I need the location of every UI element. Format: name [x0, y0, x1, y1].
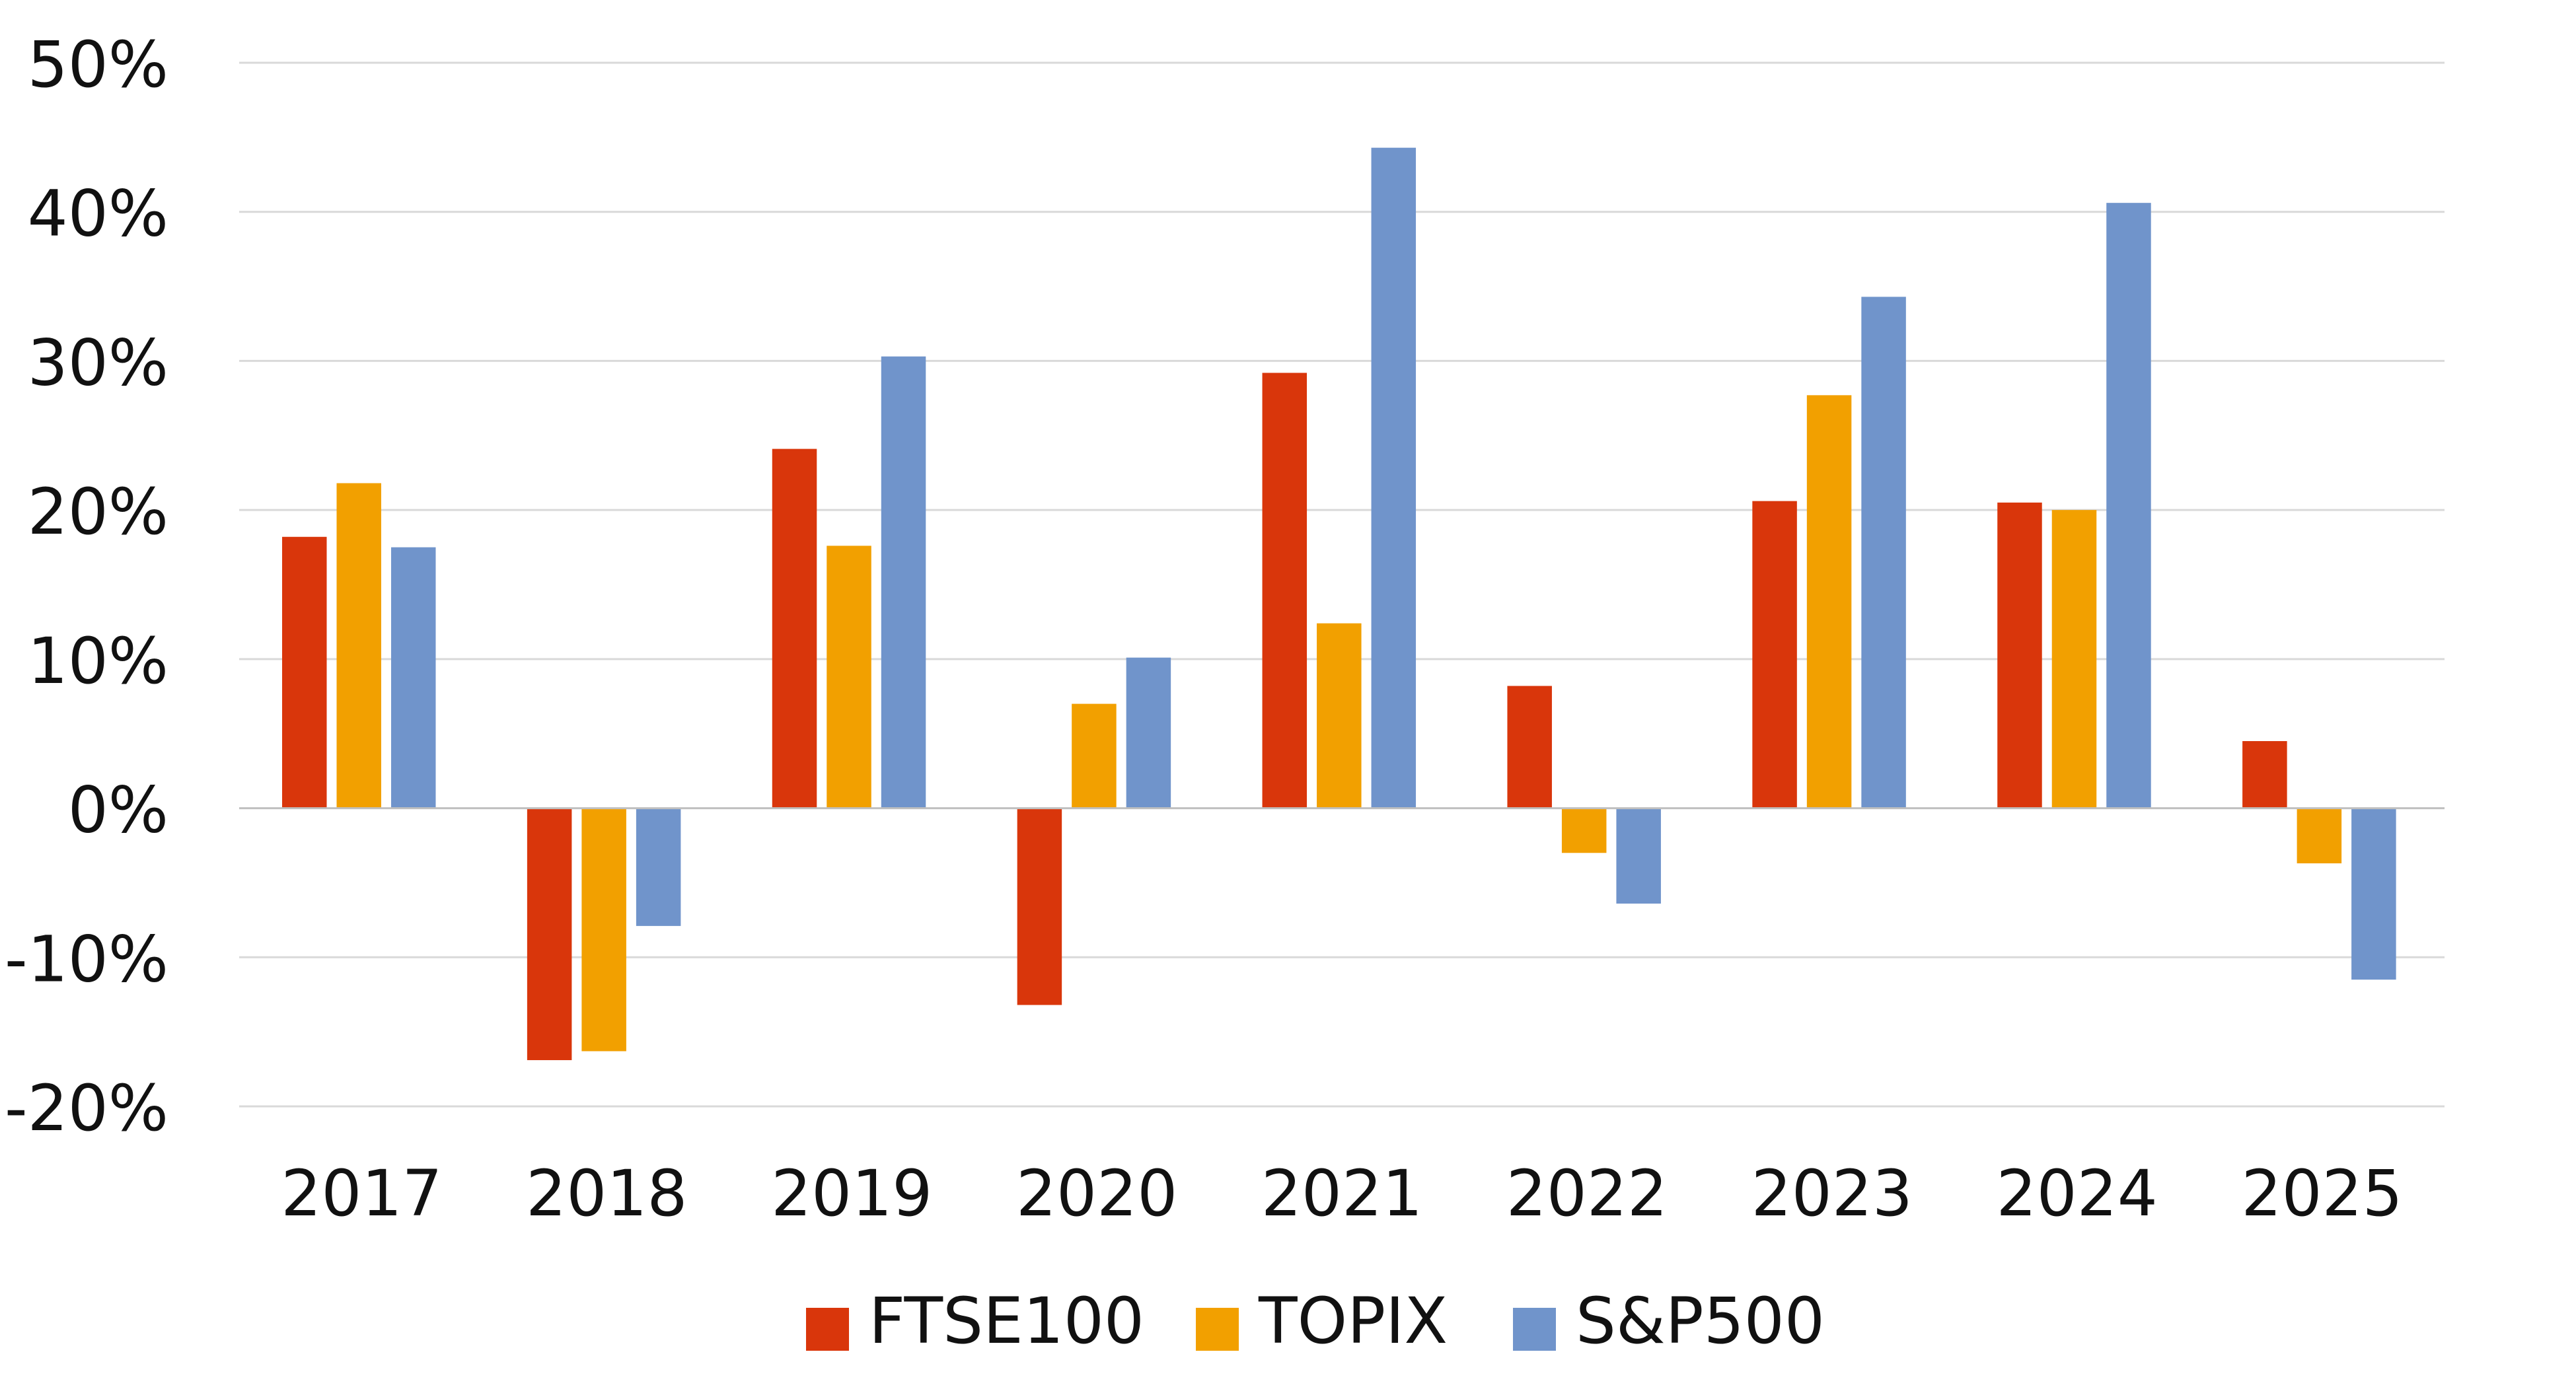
y-tick-label: 20% — [28, 475, 168, 549]
legend-label: S&P500 — [1576, 1284, 1825, 1358]
bar-sp500-2018 — [636, 808, 681, 926]
bar-ftse100-2019 — [772, 448, 817, 808]
legend-label: FTSE100 — [869, 1284, 1144, 1358]
bar-ftse100-2017 — [282, 536, 327, 808]
x-tick-label: 2022 — [1506, 1157, 1668, 1231]
y-tick-label: 30% — [28, 326, 168, 400]
y-tick-label: -10% — [5, 922, 168, 996]
bar-sp500-2021 — [1371, 147, 1417, 808]
bar-sp500-2017 — [391, 547, 436, 808]
bar-ftse100-2022 — [1507, 686, 1552, 808]
bar-ftse100-2020 — [1017, 808, 1062, 1005]
bar-sp500-2020 — [1126, 657, 1171, 808]
y-axis-ticks: -20% -10% 0% 10% 20% 30% 40% 50% — [5, 28, 168, 1145]
x-tick-label: 2017 — [281, 1157, 442, 1231]
bar-ftse100-2025 — [2242, 741, 2287, 808]
bar-sp500-2023 — [1861, 297, 1906, 808]
y-tick-label: 0% — [68, 773, 168, 847]
bar-ftse100-2023 — [1752, 501, 1797, 808]
legend-swatch — [1196, 1308, 1239, 1351]
bar-topix-2025 — [2297, 808, 2342, 864]
bar-topix-2021 — [1317, 623, 1362, 808]
bar-sp500-2019 — [881, 356, 926, 808]
y-tick-label: 40% — [28, 177, 168, 251]
bar-ftse100-2021 — [1262, 373, 1307, 808]
bar-topix-2017 — [336, 483, 381, 808]
x-axis-ticks: 2017 2018 2019 2020 2021 2022 2023 2024 2025 — [281, 1157, 2402, 1231]
bars — [282, 147, 2396, 1061]
legend-swatch — [806, 1308, 849, 1351]
bar-topix-2022 — [1561, 808, 1607, 853]
bar-topix-2023 — [1806, 395, 1852, 808]
x-tick-label: 2023 — [1751, 1157, 1913, 1231]
bar-topix-2020 — [1072, 703, 1117, 808]
bar-topix-2018 — [581, 808, 626, 1052]
bar-sp500-2022 — [1616, 808, 1661, 904]
bar-ftse100-2018 — [527, 808, 572, 1061]
y-tick-label: 10% — [28, 624, 168, 698]
bar-sp500-2025 — [2351, 808, 2396, 980]
y-tick-label: 50% — [28, 28, 168, 102]
bar-sp500-2024 — [2106, 203, 2151, 808]
x-tick-label: 2025 — [2241, 1157, 2402, 1231]
legend: FTSE100 TOPIX S&P500 — [806, 1284, 1825, 1358]
x-tick-label: 2020 — [1016, 1157, 1177, 1231]
bar-topix-2024 — [2051, 510, 2097, 808]
x-tick-label: 2019 — [771, 1157, 932, 1231]
bar-topix-2019 — [827, 546, 871, 808]
bar-ftse100-2024 — [1997, 502, 2042, 808]
legend-swatch — [1513, 1308, 1556, 1351]
y-tick-label: -20% — [5, 1071, 168, 1145]
x-tick-label: 2018 — [526, 1157, 687, 1231]
legend-label: TOPIX — [1258, 1284, 1448, 1358]
x-tick-label: 2024 — [1997, 1157, 2158, 1231]
x-tick-label: 2021 — [1261, 1157, 1422, 1231]
